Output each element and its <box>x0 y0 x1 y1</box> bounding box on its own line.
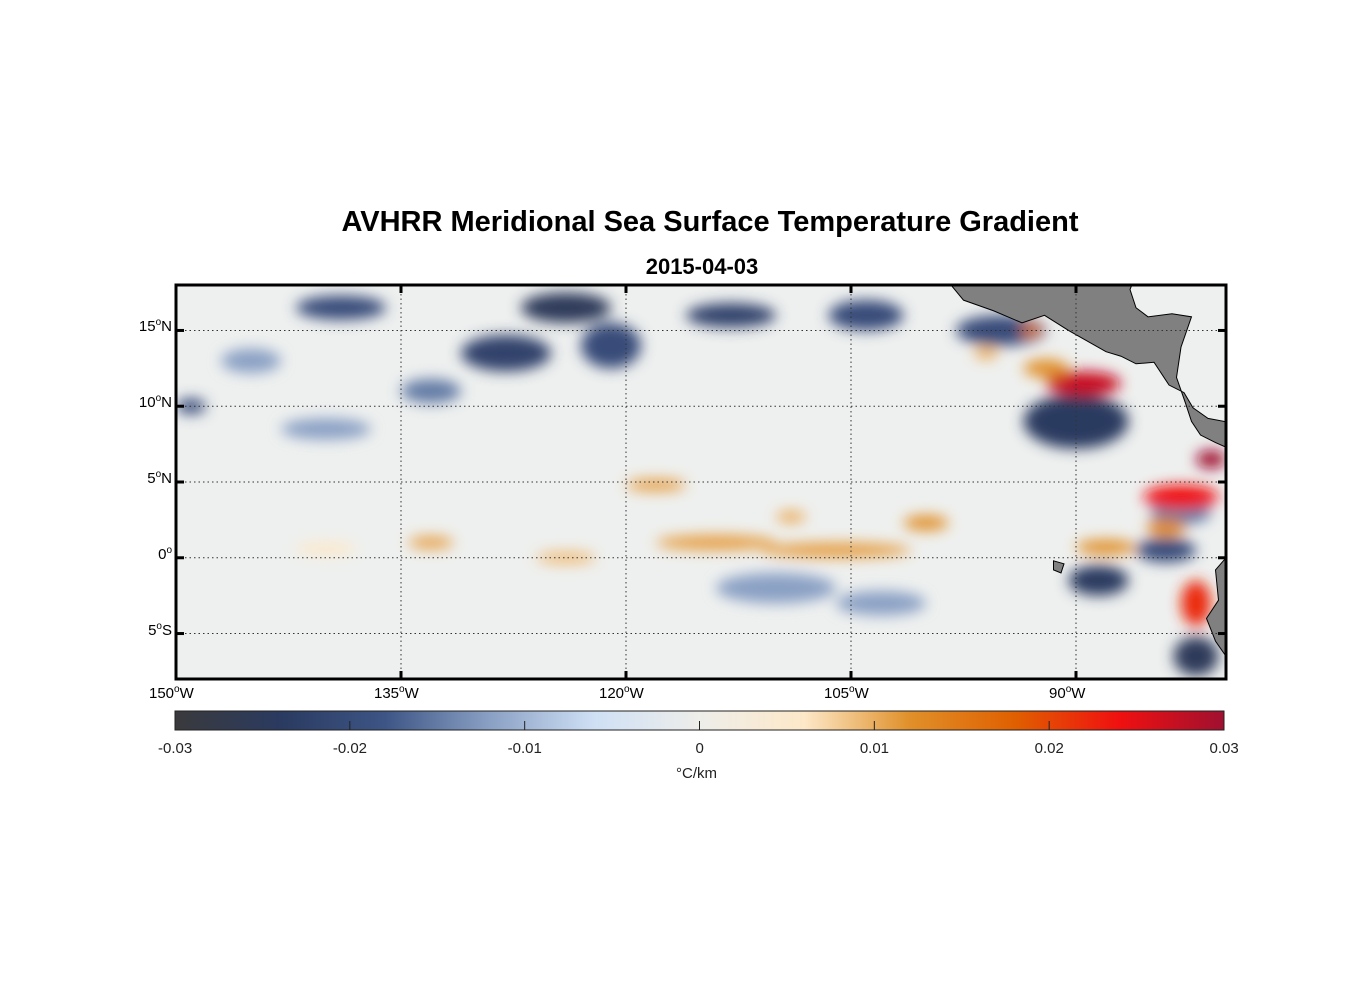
field-feature <box>1181 580 1211 626</box>
x-tick-label: 135oW <box>374 684 419 702</box>
x-tick-label: 90oW <box>1049 684 1086 702</box>
field-feature <box>974 347 998 360</box>
field-feature <box>1196 450 1226 469</box>
x-tick-label: 120oW <box>599 684 644 702</box>
field-feature <box>626 478 686 492</box>
map-frame <box>174 283 1228 681</box>
colorbar-ticks <box>349 721 1050 730</box>
field-feature <box>1076 539 1136 555</box>
y-tick-label: 0o <box>158 544 172 563</box>
field-feature <box>656 535 776 551</box>
colorbar-tick-label: -0.02 <box>332 740 368 757</box>
field-feature <box>408 536 454 549</box>
colorbar-tick-label: 0.01 <box>859 740 890 757</box>
field-feature <box>761 542 911 558</box>
colorbar-tick-label: -0.01 <box>507 740 542 757</box>
field-feature <box>686 303 776 328</box>
chart-subtitle: 2015-04-03 <box>645 254 759 279</box>
field-feature <box>1046 371 1121 396</box>
field-feature <box>1143 485 1219 510</box>
y-tick-label: 5oS <box>148 620 172 639</box>
field-feature <box>836 591 926 616</box>
colorbar-label: °C/km <box>676 765 717 782</box>
y-tick-label: 5oN <box>147 469 172 487</box>
field-feature <box>536 551 596 564</box>
field-feature <box>1136 538 1196 563</box>
land-polygon <box>1053 560 1065 574</box>
field-feature <box>461 335 551 372</box>
colorbar-tick-label: 0.02 <box>1034 740 1064 757</box>
field-feature <box>401 378 461 404</box>
y-tick-label: 15oN <box>138 317 172 336</box>
field-feature <box>716 572 836 604</box>
colorbar-tick-label: -0.03 <box>158 740 193 757</box>
x-tick-label: 105oW <box>824 684 869 702</box>
colorbar-tick-label: 0 <box>695 740 704 757</box>
map-background <box>176 285 1226 679</box>
field-feature <box>776 510 806 523</box>
field-feature <box>296 542 356 555</box>
land-polygon <box>1205 557 1226 658</box>
land-layer <box>950 285 1226 658</box>
field-feature <box>1173 636 1219 676</box>
field-feature <box>581 322 641 369</box>
x-tick-label: 150oW <box>149 684 194 702</box>
field-feature <box>296 295 386 320</box>
field-feature <box>828 300 904 331</box>
y-tick-label: 10oN <box>138 393 172 412</box>
field-feature <box>1146 518 1186 537</box>
chart-title: AVHRR Meridional Sea Surface Temperature… <box>341 206 1079 238</box>
field-feature <box>521 292 611 323</box>
field-feature <box>281 418 371 440</box>
field-feature <box>1068 565 1129 596</box>
gradient-field <box>176 292 1226 676</box>
field-feature <box>221 348 281 373</box>
field-feature <box>1023 359 1069 378</box>
land-polygon <box>950 285 1226 448</box>
field-feature <box>903 515 949 531</box>
colorbar-tick-label: 0.03 <box>1209 740 1239 757</box>
